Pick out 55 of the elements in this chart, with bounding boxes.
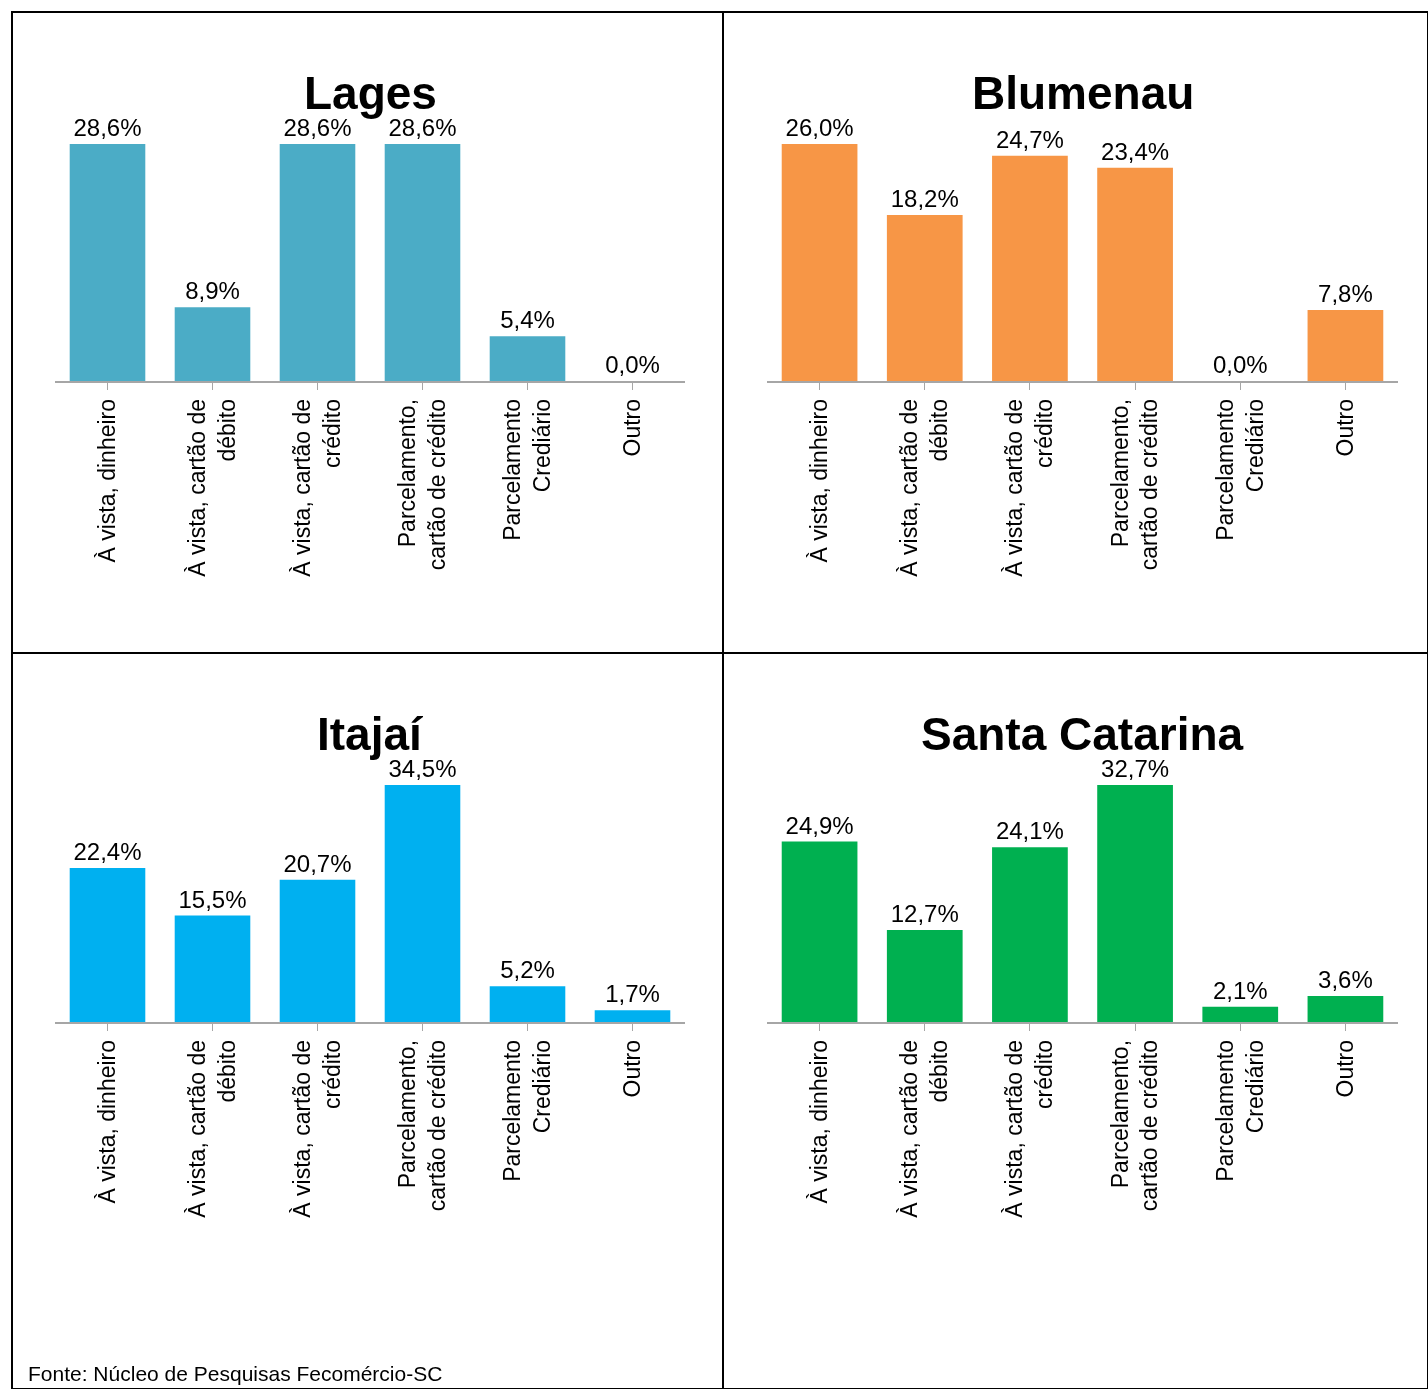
bar <box>384 784 461 1022</box>
source-note: Fonte: Núcleo de Pesquisas Fecomércio-SC <box>28 1362 443 1385</box>
x-tick-label: À vista, cartão de débito <box>896 398 953 577</box>
x-tick-label: À vista, cartão de débito <box>184 1039 240 1218</box>
bar <box>992 155 1068 381</box>
x-tick-label: À vista, cartão de crédito <box>1001 398 1058 577</box>
x-tick-label: Outro <box>1331 398 1358 457</box>
bar <box>886 215 963 381</box>
bar <box>992 847 1068 1022</box>
bar <box>886 929 963 1022</box>
data-label: 1,7% <box>605 980 660 1008</box>
x-tick-label: À vista, cartão de débito <box>184 398 240 577</box>
data-label: 26,0% <box>785 113 854 141</box>
bar <box>594 1010 671 1022</box>
data-label: 15,5% <box>178 885 247 913</box>
bar <box>1307 995 1384 1022</box>
data-label: 5,4% <box>500 306 555 334</box>
data-label: 24,7% <box>995 125 1064 153</box>
x-tick-label: À vista, cartão de crédito <box>1001 1039 1058 1218</box>
data-label: 12,7% <box>890 899 959 927</box>
bar <box>489 986 566 1022</box>
x-tick-label: À vista, dinheiro <box>93 398 120 563</box>
data-label: 22,4% <box>73 838 142 866</box>
data-label: 20,7% <box>283 849 352 877</box>
bar <box>69 868 146 1022</box>
data-label: 7,8% <box>1318 279 1373 307</box>
x-tick-label: À vista, cartão de crédito <box>289 1039 345 1218</box>
bar <box>1097 167 1173 381</box>
x-tick-label: À vista, dinheiro <box>93 1039 120 1204</box>
bar <box>781 143 858 381</box>
x-tick-label: Outro <box>618 398 645 457</box>
x-tick-label: Outro <box>1331 1039 1358 1098</box>
data-label: 0,0% <box>605 351 660 378</box>
chart-title: Blumenau <box>972 67 1195 119</box>
x-tick-label: À vista, cartão de débito <box>896 1039 953 1218</box>
data-label: 18,2% <box>890 185 959 213</box>
data-label: 24,9% <box>785 811 854 839</box>
x-tick-label: À vista, dinheiro <box>806 1039 833 1204</box>
bar <box>1307 309 1384 381</box>
data-label: 3,6% <box>1318 965 1373 993</box>
x-tick-label: À vista, cartão de crédito <box>289 398 345 577</box>
bar <box>781 841 858 1022</box>
data-label: 2,1% <box>1212 976 1268 1004</box>
data-label: 8,9% <box>185 277 240 305</box>
bar <box>1097 784 1173 1022</box>
x-tick-label: À vista, dinheiro <box>806 398 833 563</box>
data-label: 24,1% <box>995 817 1064 845</box>
data-label: 23,4% <box>1101 137 1170 165</box>
bar <box>1202 1006 1279 1022</box>
x-tick-label: Outro <box>618 1039 645 1098</box>
data-label: 0,0% <box>1212 351 1268 378</box>
bar <box>279 879 356 1022</box>
data-label: 28,6% <box>73 113 142 141</box>
data-label: 5,2% <box>500 956 555 984</box>
bar <box>174 915 251 1022</box>
